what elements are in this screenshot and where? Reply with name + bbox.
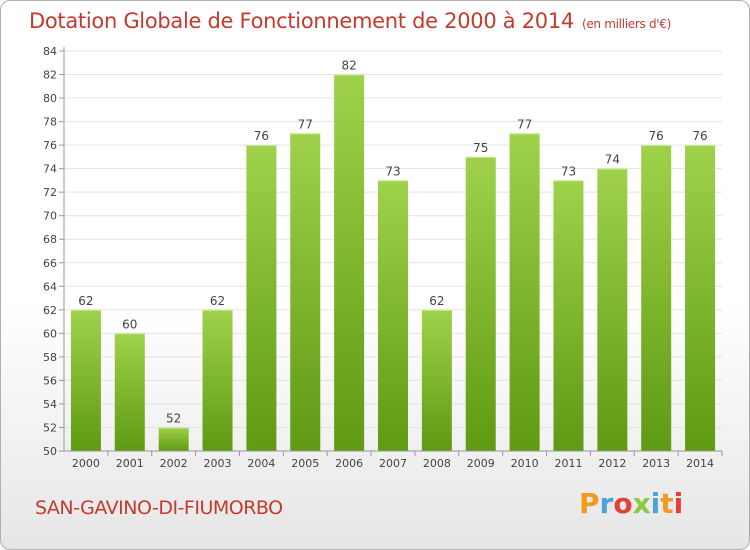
y-tick-label: 60 [43,327,57,340]
bar-2005 [290,133,321,451]
bar-2014 [685,145,716,451]
data-label-2008: 62 [429,294,444,308]
x-tick-label-2008: 2008 [423,457,451,470]
chart-unit: (en milliers d'€) [581,17,671,31]
x-tick-label-2001: 2001 [116,457,144,470]
proxiti-logo: Proxiti [579,487,683,520]
bar-2011 [553,180,584,452]
data-label-2010: 77 [517,117,532,131]
commune-name: SAN-GAVINO-DI-FIUMORBO [35,497,283,519]
x-tick-label-2003: 2003 [204,457,232,470]
bars [70,74,716,452]
x-tick-label-2011: 2011 [554,457,582,470]
x-tick-label-2014: 2014 [686,457,714,470]
data-label-2013: 76 [649,129,664,143]
logo-letter: P [579,487,600,520]
y-tick-label: 52 [43,421,57,434]
bar-2008 [421,309,452,451]
x-tick-label-2004: 2004 [247,457,275,470]
y-tick-label: 58 [43,351,57,364]
y-tick-label: 72 [43,186,57,199]
bar-2004 [246,145,277,451]
data-label-2004: 76 [254,129,269,143]
data-label-2000: 62 [78,294,93,308]
bar-2007 [378,180,408,452]
data-label-2003: 62 [210,294,225,308]
data-label-2006: 82 [341,59,356,73]
y-tick-label: 64 [43,280,57,293]
data-label-2005: 77 [298,117,313,131]
y-tick-label: 80 [43,92,57,105]
y-tick-label: 78 [43,116,57,129]
logo-letter: t [660,487,674,520]
x-tick-label-2007: 2007 [379,457,407,470]
data-label-2009: 75 [473,141,488,155]
data-label-2014: 76 [692,129,707,143]
bar-2009 [465,156,496,451]
data-label-2011: 73 [561,164,576,178]
bar-2002 [158,427,189,451]
bar-2001 [114,333,145,451]
y-tick-label: 74 [43,163,57,176]
x-tick-label-2002: 2002 [160,457,188,470]
bar-2003 [202,309,233,451]
logo-letter: i [650,487,661,520]
bar-2010 [509,133,540,451]
y-tick-label: 84 [43,45,57,58]
logo-letter: o [613,487,633,520]
x-tick-label-2000: 2000 [72,457,100,470]
axes: 50 52 54 56 58 60 62 64 66 68 70 72 74 76 78 80 82 84 2000… [43,45,723,470]
data-label-2012: 74 [605,153,620,167]
y-tick-label: 82 [43,69,57,82]
x-tick-label-2012: 2012 [598,457,626,470]
y-tick-label: 76 [43,139,57,152]
x-tick-label-2005: 2005 [291,457,319,470]
logo-letter: x [632,487,651,520]
y-tick-label: 68 [43,233,57,246]
x-tick-label-2006: 2006 [335,457,363,470]
x-tick-label-2009: 2009 [467,457,495,470]
bar-2013 [641,145,672,451]
y-tick-label: 50 [43,445,57,458]
data-label-2002: 52 [166,411,181,425]
chart-title: Dotation Globale de Fonctionnement de 20… [29,9,671,33]
y-tick-label: 66 [43,257,57,270]
bar-2006 [334,74,365,451]
y-tick-label: 70 [43,210,57,223]
data-label-2007: 73 [385,164,400,178]
bar-2000 [70,309,101,451]
y-tick-label: 56 [43,374,57,387]
data-label-2001: 60 [122,317,137,331]
logo-letter: r [599,487,614,520]
logo-letter: i [673,487,684,520]
chart-title-text: Dotation Globale de Fonctionnement de 20… [29,9,574,33]
x-tick-label-2010: 2010 [511,457,539,470]
y-tick-label: 62 [43,304,57,317]
x-tick-label-2013: 2013 [642,457,670,470]
data-labels: 62 60 52 62 76 77 82 73 62 75 77 73 74 76 76 [78,59,707,426]
y-tick-label: 54 [43,398,57,411]
bar-2012 [597,168,628,451]
